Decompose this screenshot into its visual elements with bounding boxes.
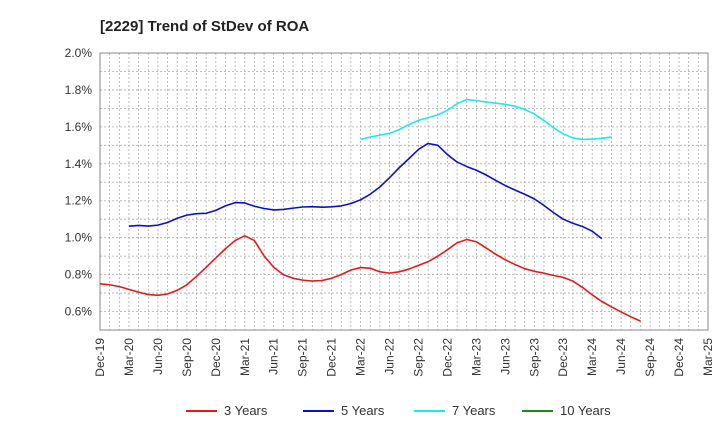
- legend-label: 5 Years: [341, 403, 385, 418]
- x-tick-label: Jun-24: [614, 338, 628, 375]
- axes: 0.6% 0.8% 1.0% 1.2% 1.4% 1.6% 1.8% 2.0% Dec-19 Ma…: [65, 46, 715, 377]
- legend-label: 7 Years: [452, 403, 496, 418]
- x-tick-label: Jun-21: [267, 338, 281, 375]
- chart-title: [2229] Trend of StDev of ROA: [100, 18, 309, 35]
- x-tick-label: Mar-22: [354, 338, 368, 376]
- y-tick-label: 0.6%: [65, 305, 93, 319]
- y-tick-label: 1.2%: [65, 194, 93, 208]
- x-tick-label: Sep-24: [643, 338, 657, 377]
- x-tick-label: Mar-24: [585, 338, 599, 376]
- x-tick-label: Mar-23: [469, 338, 483, 376]
- y-tick-label: 0.8%: [65, 268, 93, 282]
- x-tick-label: Dec-20: [209, 338, 223, 377]
- legend-label: 10 Years: [560, 403, 611, 418]
- x-tick-label: Dec-23: [556, 338, 570, 377]
- x-tick-label: Dec-19: [93, 338, 107, 377]
- series-line-7-years: [360, 98, 612, 141]
- y-tick-label: 1.0%: [65, 231, 93, 245]
- x-tick-label: Jun-22: [383, 338, 397, 375]
- y-tick-label: 1.4%: [65, 157, 93, 171]
- x-tick-label: Dec-21: [325, 338, 339, 377]
- y-tick-label: 1.8%: [65, 83, 93, 97]
- grid: [100, 53, 708, 330]
- x-tick-label: Jun-23: [498, 338, 512, 375]
- legend: 3 Years 5 Years 7 Years 10 Years: [186, 403, 611, 418]
- y-tick-label: 2.0%: [65, 46, 93, 60]
- series-line-3-years: [99, 235, 641, 322]
- x-tick-label: Jun-20: [151, 338, 165, 375]
- x-tick-label: Mar-25: [701, 338, 715, 376]
- x-tick-label: Sep-22: [411, 338, 425, 377]
- legend-label: 3 Years: [224, 403, 268, 418]
- x-tick-label: Mar-20: [122, 338, 136, 376]
- x-tick-label: Dec-24: [672, 338, 686, 377]
- x-tick-label: Mar-21: [238, 338, 252, 376]
- y-tick-label: 1.6%: [65, 120, 93, 134]
- series-group: [99, 98, 641, 322]
- x-tick-label: Sep-20: [180, 338, 194, 377]
- x-tick-label: Sep-23: [527, 338, 541, 377]
- series-line-5-years: [128, 142, 603, 240]
- x-tick-label: Sep-21: [296, 338, 310, 377]
- plot-frame: [99, 52, 709, 331]
- x-tick-label: Dec-22: [440, 338, 454, 377]
